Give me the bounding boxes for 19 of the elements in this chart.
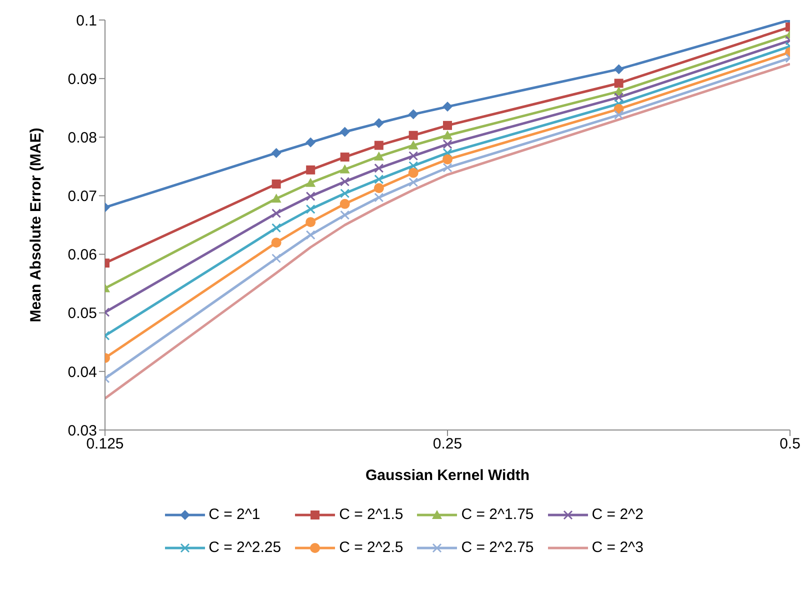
y-tick-label: 0.09: [68, 70, 97, 88]
x-tick-label: 0.25: [432, 436, 462, 453]
legend-label: C = 2^2.5: [338, 539, 404, 556]
y-tick-label: 0.04: [68, 364, 97, 381]
y-tick-label: 0.06: [68, 246, 97, 264]
legend-label: C = 2^2.75: [460, 539, 534, 556]
y-tick-label: 0.07: [68, 188, 97, 206]
y-tick-label: 0.1: [76, 12, 97, 30]
x-tick-label: 0.5: [780, 436, 800, 453]
legend-label: C = 2^2: [590, 506, 644, 523]
x-axis-title: Gaussian Kernel Width: [365, 467, 530, 484]
legend-label: C = 2^1.75: [460, 506, 534, 523]
y-tick-label: 0.05: [68, 305, 97, 322]
legend-label: C = 2^1.5: [338, 506, 404, 523]
y-tick-label: 0.08: [68, 129, 97, 146]
y-axis-title: Mean Absolute Error (MAE): [27, 128, 44, 322]
legend-label: C = 2^1: [208, 506, 262, 523]
legend-label: C = 2^3: [590, 539, 644, 556]
legend-label: C = 2^2.25: [208, 539, 282, 556]
